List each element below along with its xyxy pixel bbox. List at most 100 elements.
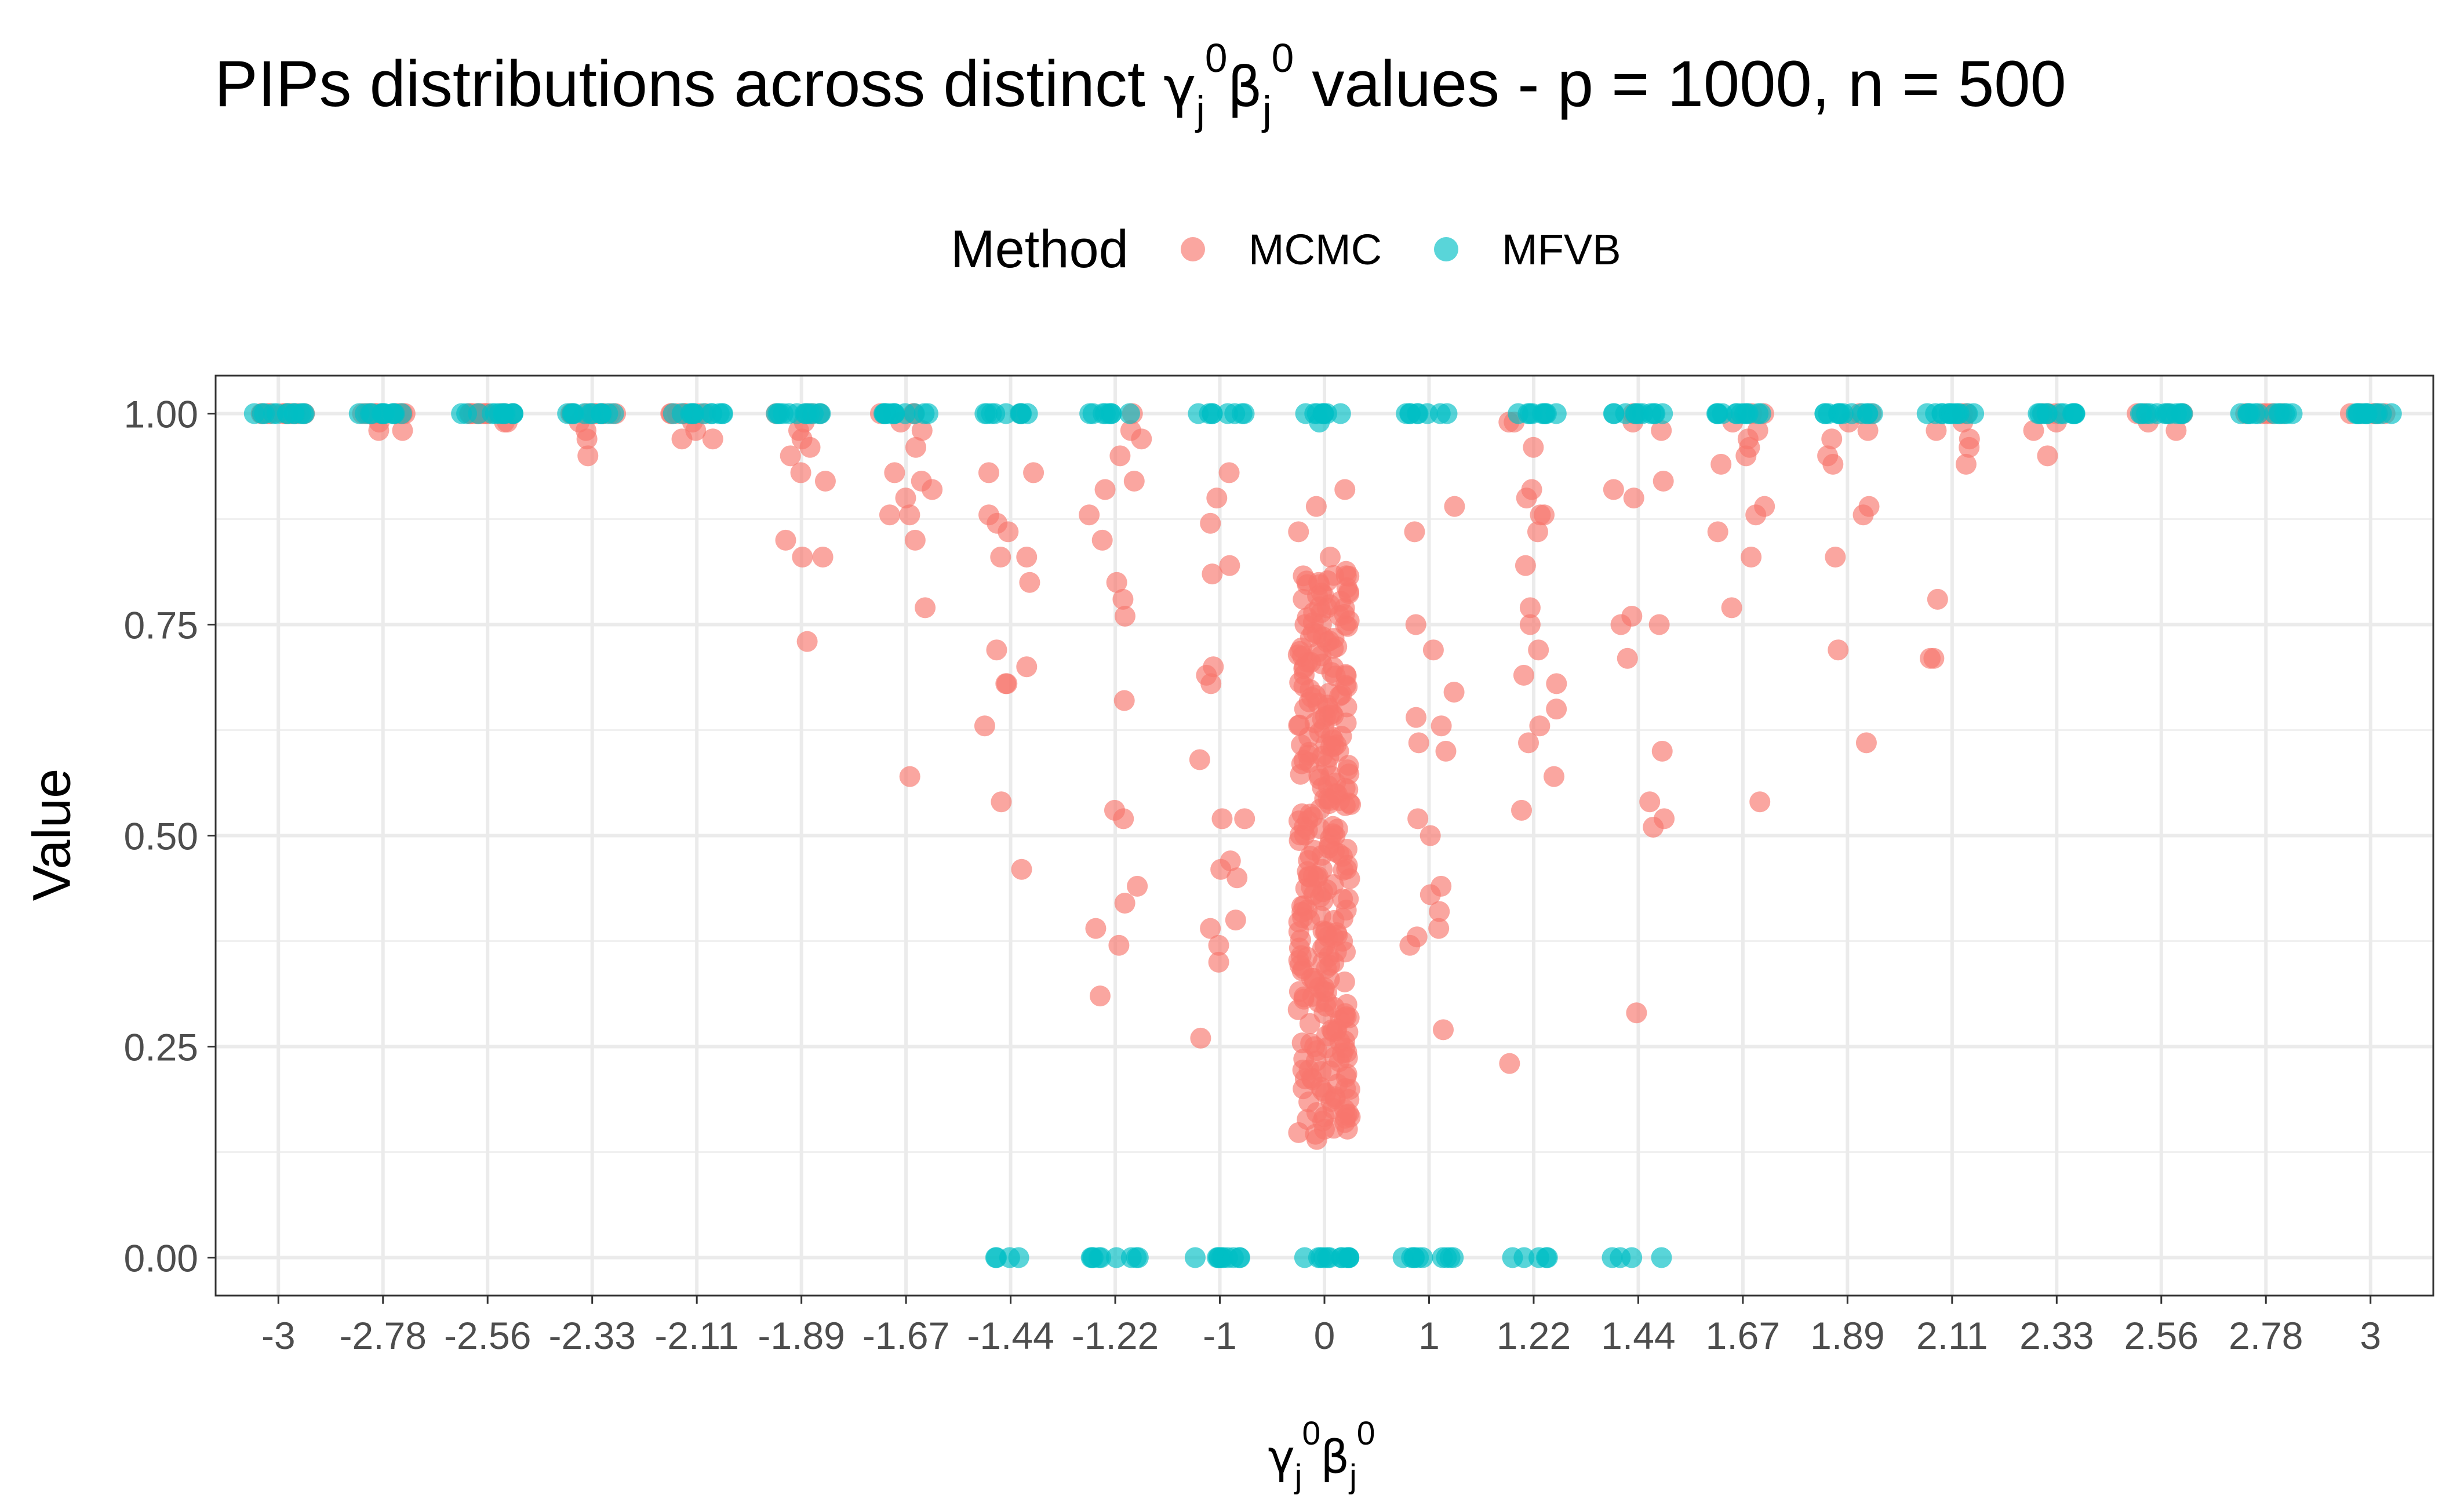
x-tick-label: -1.89 [758, 1314, 845, 1357]
chart-title: PIPs distributions across distinct γj0βj… [214, 35, 2066, 133]
point-mfvb [1851, 403, 1873, 424]
point-mcmc [974, 715, 995, 737]
x-tick-label: 1.89 [1810, 1314, 1884, 1357]
point-mcmc [1127, 875, 1148, 897]
point-mcmc [1113, 690, 1135, 711]
legend-key-mfvb [1434, 237, 1459, 261]
point-mfvb [1944, 403, 1966, 424]
point-mfvb [1309, 412, 1330, 433]
point-mfvb [1545, 403, 1567, 424]
point-mfvb [391, 403, 412, 424]
point-mcmc [1422, 639, 1444, 661]
point-mcmc [1653, 470, 1674, 492]
point-mcmc [1435, 740, 1457, 762]
point-mcmc [1610, 614, 1632, 635]
point-mfvb [372, 403, 394, 424]
x-tick-label: -2.11 [654, 1314, 739, 1357]
point-mfvb [1184, 1247, 1206, 1268]
point-mcmc [904, 529, 926, 551]
point-mcmc [702, 428, 723, 450]
point-mcmc [1529, 715, 1551, 737]
point-mcmc [1741, 547, 1762, 568]
point-mfvb [1233, 403, 1255, 424]
point-mcmc [899, 766, 920, 787]
point-mcmc [1323, 565, 1344, 586]
point-mcmc [1123, 470, 1145, 492]
point-mfvb [456, 403, 478, 424]
title-sup-gamma: 0 [1204, 35, 1228, 81]
data-points [243, 403, 2402, 1268]
point-mfvb [485, 403, 506, 424]
point-mcmc [1226, 867, 1248, 889]
point-mfvb [1330, 403, 1351, 424]
xlabel-beta: β [1320, 1431, 1350, 1484]
point-mcmc [1643, 816, 1664, 838]
point-mfvb [1101, 403, 1122, 424]
point-mcmc [1190, 1027, 1211, 1049]
point-mcmc [1336, 838, 1357, 860]
x-axis: -3 -2.78 -2.56 -2.33 -2.11 -1.89 -1.67 -1.44 -1.… [261, 1296, 2381, 1357]
point-mcmc [879, 504, 900, 526]
point-mcmc [1623, 488, 1644, 509]
point-mcmc [1857, 420, 1879, 441]
point-mfvb [1651, 1247, 1672, 1268]
point-mcmc [1528, 639, 1549, 661]
point-mcmc [1821, 428, 1843, 450]
point-mfvb [2172, 403, 2193, 424]
point-mcmc [1303, 839, 1324, 861]
point-mcmc [392, 420, 413, 441]
point-mcmc [1749, 791, 1771, 813]
point-mcmc [895, 488, 916, 509]
point-mcmc [1406, 707, 1427, 728]
point-mcmc [899, 504, 920, 526]
point-mfvb [671, 403, 693, 424]
point-mcmc [1420, 825, 1441, 846]
x-tick-label: -2.78 [340, 1314, 427, 1357]
point-mcmc [998, 521, 1019, 543]
point-mcmc [1338, 566, 1360, 587]
point-mcmc [1109, 445, 1131, 467]
point-mcmc [986, 639, 1007, 661]
point-mcmc [1543, 766, 1564, 787]
title-tail: values - p = 1000, n = 500 [1312, 48, 2066, 121]
point-mcmc [780, 445, 801, 467]
point-mcmc [915, 597, 936, 619]
point-mfvb [1916, 403, 1938, 424]
point-mcmc [1519, 614, 1541, 635]
y-tick-label: 0.00 [124, 1236, 198, 1279]
legend-title: Method [951, 219, 1129, 279]
title-beta: β [1227, 56, 1263, 120]
point-mcmc [884, 462, 905, 483]
point-mcmc [1516, 488, 1537, 509]
point-mcmc [814, 470, 836, 492]
point-mcmc [1337, 759, 1358, 780]
x-tick-label: 3 [2360, 1314, 2381, 1357]
point-mfvb [1120, 1247, 1142, 1268]
point-mcmc [1530, 504, 1551, 526]
point-mfvb [2269, 403, 2291, 424]
point-mcmc [1334, 971, 1355, 992]
legend-label-mfvb: MFVB [1502, 225, 1621, 274]
x-tick-label: -2.56 [444, 1314, 531, 1357]
point-mcmc [1513, 664, 1534, 686]
point-mcmc [1210, 859, 1232, 880]
point-mcmc [685, 420, 707, 441]
point-mcmc [1089, 985, 1111, 1007]
point-mcmc [1710, 453, 1732, 475]
x-tick-label: 2.78 [2229, 1314, 2303, 1357]
point-mcmc [1338, 888, 1359, 910]
point-mcmc [1407, 808, 1429, 830]
point-mcmc [812, 547, 834, 568]
x-tick-label: -3 [261, 1314, 296, 1357]
point-mfvb [2247, 403, 2269, 424]
series-mcmc-dense [1287, 561, 1362, 1145]
x-tick-label: 1.44 [1601, 1314, 1675, 1357]
y-axis-label: Value [22, 768, 82, 901]
point-mfvb [1082, 403, 1104, 424]
point-mcmc [1200, 512, 1221, 534]
point-mcmc [1094, 479, 1116, 500]
point-mcmc [1085, 918, 1107, 939]
point-mcmc [996, 673, 1018, 694]
point-mcmc [1519, 597, 1541, 619]
